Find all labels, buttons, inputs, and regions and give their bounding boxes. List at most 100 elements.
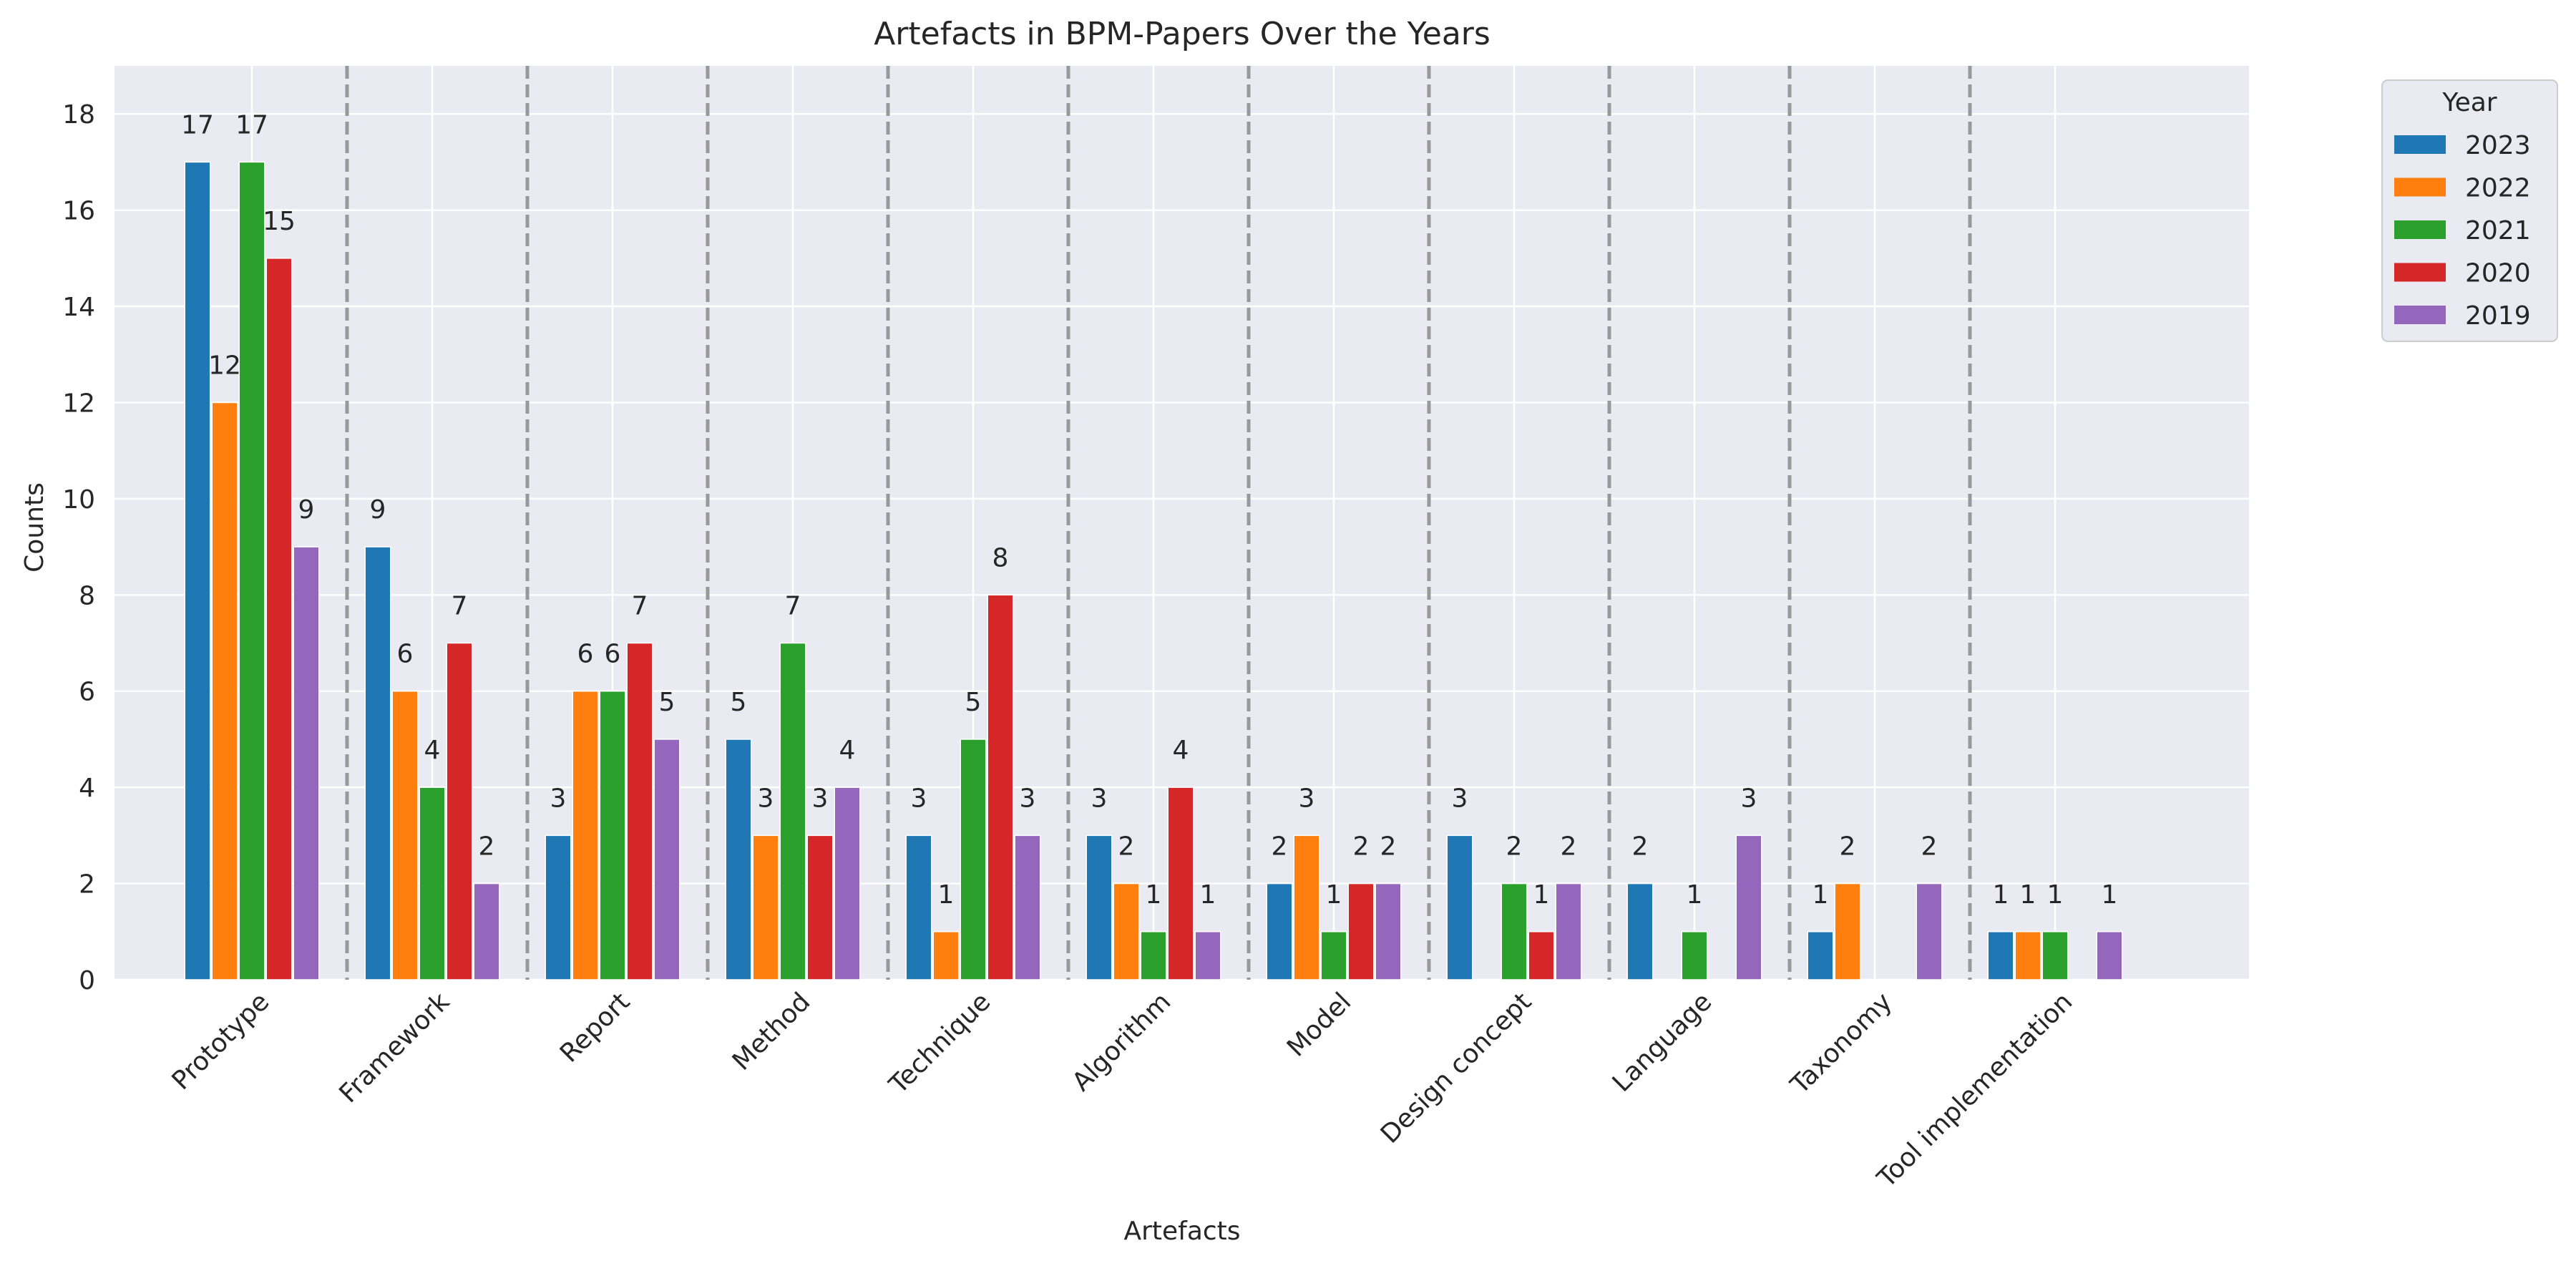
bar-2021-report <box>599 690 626 980</box>
x-tick-label: Model <box>1282 987 1357 1062</box>
y-tick-label: 4 <box>79 774 95 803</box>
data-label: 6 <box>605 640 621 669</box>
bar-2020-algorithm <box>1167 787 1194 980</box>
bar-2019-design-concept <box>1555 882 1582 980</box>
bars <box>184 161 2123 980</box>
legend-label-2019: 2019 <box>2465 301 2531 331</box>
data-label: 1 <box>1326 880 1342 910</box>
x-axis-label: Artefacts <box>1123 1217 1240 1246</box>
y-tick-label: 10 <box>62 485 95 515</box>
data-label: 2 <box>1921 832 1938 862</box>
bar-2023-framework <box>364 546 391 980</box>
data-label: 2 <box>1561 832 1577 862</box>
data-label: 4 <box>839 736 856 765</box>
bar-2019-language <box>1735 834 1762 980</box>
x-tick-label: Prototype <box>167 987 275 1096</box>
x-tick-label: Algorithm <box>1067 987 1177 1097</box>
bar-2019-report <box>653 739 680 980</box>
legend-label-2022: 2022 <box>2465 174 2531 203</box>
data-label: 5 <box>731 688 747 717</box>
bar-2022-tool-implementation <box>2014 931 2041 980</box>
bar-2023-report <box>545 834 572 980</box>
data-label: 2 <box>1506 832 1523 862</box>
data-label: 5 <box>965 688 982 717</box>
data-label: 1 <box>1200 880 1216 910</box>
bar-2021-framework <box>419 787 446 980</box>
legend-swatch-2019 <box>2394 306 2446 324</box>
data-label: 17 <box>181 110 214 140</box>
x-tick-label: Method <box>727 987 816 1076</box>
data-label: 12 <box>208 351 241 380</box>
x-tick-label: Report <box>555 987 635 1068</box>
data-label: 1 <box>2020 880 2036 910</box>
bar-2023-algorithm <box>1085 834 1113 980</box>
y-tick-label: 6 <box>79 678 95 707</box>
data-label: 1 <box>2102 880 2118 910</box>
y-tick-label: 2 <box>79 870 95 900</box>
bar-2022-technique <box>932 931 960 980</box>
x-tick-label: Language <box>1607 987 1718 1098</box>
x-tick-label: Technique <box>883 987 996 1100</box>
data-label: 2 <box>1272 832 1288 862</box>
legend-swatch-2023 <box>2394 135 2446 154</box>
bar-2023-language <box>1626 882 1654 980</box>
y-tick-label: 14 <box>62 293 95 322</box>
x-tick-label: Tool implementation <box>1871 987 2078 1194</box>
data-label: 2 <box>479 832 495 862</box>
bar-2019-taxonomy <box>1916 882 1943 980</box>
category-separators <box>345 66 1972 980</box>
bar-2019-method <box>834 787 861 980</box>
legend-label-2021: 2021 <box>2465 216 2531 245</box>
data-label: 3 <box>1299 784 1315 813</box>
data-label: 6 <box>397 640 414 669</box>
data-label: 6 <box>577 640 594 669</box>
y-tick-label: 16 <box>62 197 95 226</box>
legend-swatch-2021 <box>2394 220 2446 239</box>
bar-2023-method <box>725 739 752 980</box>
legend-title: Year <box>2441 88 2497 117</box>
data-label: 7 <box>632 592 648 621</box>
data-label: 1 <box>1813 880 1829 910</box>
data-label: 9 <box>370 495 386 525</box>
y-tick-label: 18 <box>62 100 95 130</box>
y-tick-label: 12 <box>62 389 95 418</box>
y-tick-label: 0 <box>79 966 95 995</box>
data-label: 4 <box>424 736 441 765</box>
bar-2022-algorithm <box>1113 882 1140 980</box>
data-label: 3 <box>550 784 567 813</box>
legend-label-2023: 2023 <box>2465 131 2531 160</box>
data-label: 4 <box>1173 736 1189 765</box>
legend: Year 2023 2022 2021 2020 2019 <box>2381 79 2558 342</box>
y-tick-labels: 0 2 4 6 8 10 12 14 16 18 <box>62 100 95 995</box>
bar-2020-model <box>1347 882 1375 980</box>
data-label: 3 <box>1091 784 1108 813</box>
bar-2020-prototype <box>265 258 293 980</box>
bar-2021-design-concept <box>1501 882 1528 980</box>
bar-2019-prototype <box>293 546 320 980</box>
bar-2019-technique <box>1014 834 1041 980</box>
bar-2023-model <box>1266 882 1293 980</box>
data-label: 3 <box>1020 784 1036 813</box>
data-label: 1 <box>1993 880 2009 910</box>
y-axis-label: Counts <box>20 482 49 573</box>
data-label: 9 <box>298 495 315 525</box>
bar-2023-technique <box>905 834 932 980</box>
bar-2021-tool-implementation <box>2041 931 2069 980</box>
data-label: 17 <box>235 110 268 140</box>
data-label: 3 <box>1452 784 1468 813</box>
data-label: 2 <box>1353 832 1370 862</box>
bar-2021-language <box>1681 931 1708 980</box>
x-tick-label: Design concept <box>1375 987 1537 1149</box>
bar-2020-technique <box>987 594 1014 980</box>
bar-2022-framework <box>391 690 419 980</box>
bar-2019-model <box>1375 882 1402 980</box>
chart-title: Artefacts in BPM-Papers Over the Years <box>874 16 1491 52</box>
bar-2021-prototype <box>238 161 265 980</box>
bar-2020-method <box>806 834 834 980</box>
x-tick-label: Framework <box>333 987 455 1109</box>
data-label: 1 <box>1146 880 1162 910</box>
data-label: 5 <box>659 688 675 717</box>
bar-2022-prototype <box>211 401 238 980</box>
